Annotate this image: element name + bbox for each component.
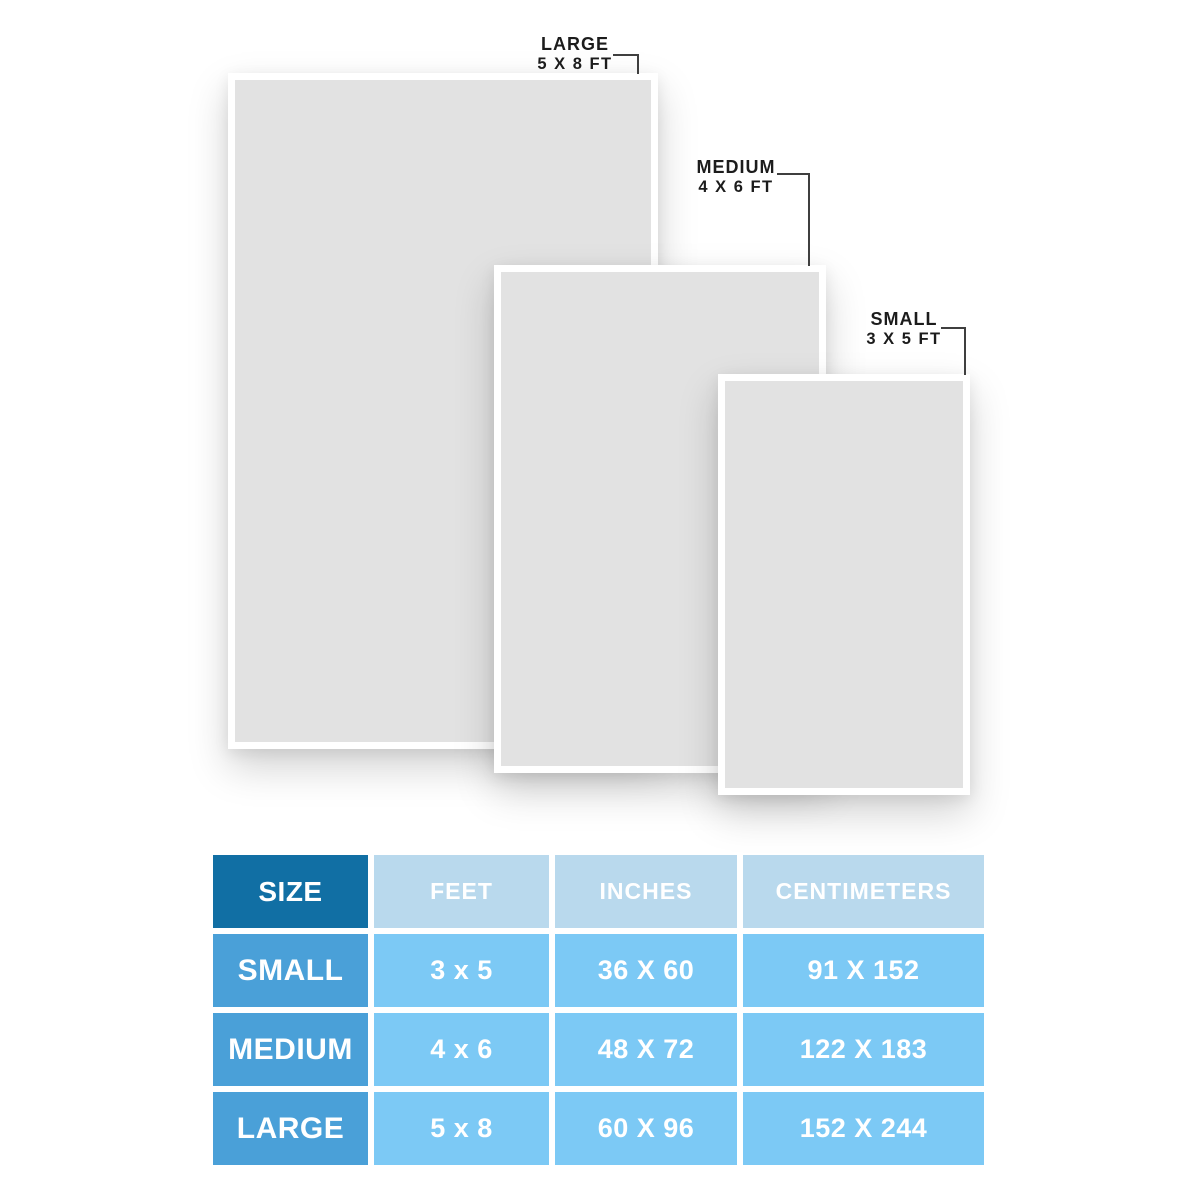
connector-line-large-vertical [637, 54, 639, 74]
label-medium: MEDIUM 4 X 6 FT [670, 158, 802, 196]
table-row-small-label: SMALL [213, 934, 368, 1007]
table-cell-medium-inches: 48 X 72 [555, 1013, 737, 1086]
table-cell-large-inches: 60 X 96 [555, 1092, 737, 1165]
rug-rectangle-small [718, 374, 970, 795]
connector-line-small-horizontal [941, 327, 966, 329]
table-header-feet: FEET [374, 855, 549, 928]
label-small-name: SMALL [870, 309, 938, 329]
table-header-size: SIZE [213, 855, 368, 928]
label-small: SMALL 3 X 5 FT [841, 310, 967, 348]
size-table: SIZE FEET INCHES CENTIMETERS SMALL 3 x 5… [213, 855, 984, 1165]
label-large-dimensions: 5 X 8 FT [537, 54, 613, 73]
label-small-dimensions: 3 X 5 FT [866, 329, 942, 348]
table-header-centimeters: CENTIMETERS [743, 855, 984, 928]
table-cell-small-centimeters: 91 X 152 [743, 934, 984, 1007]
table-row-medium-label: MEDIUM [213, 1013, 368, 1086]
connector-line-small-vertical [964, 327, 966, 375]
label-medium-name: MEDIUM [696, 157, 776, 177]
connector-line-medium-horizontal [777, 173, 810, 175]
table-row-large-label: LARGE [213, 1092, 368, 1165]
table-cell-medium-feet: 4 x 6 [374, 1013, 549, 1086]
table-cell-medium-centimeters: 122 X 183 [743, 1013, 984, 1086]
table-cell-large-feet: 5 x 8 [374, 1092, 549, 1165]
connector-line-medium-vertical [808, 173, 810, 266]
table-cell-small-feet: 3 x 5 [374, 934, 549, 1007]
table-cell-large-centimeters: 152 X 244 [743, 1092, 984, 1165]
table-cell-small-inches: 36 X 60 [555, 934, 737, 1007]
connector-line-large-horizontal [613, 54, 639, 56]
table-header-inches: INCHES [555, 855, 737, 928]
label-large-name: LARGE [541, 34, 609, 54]
label-medium-dimensions: 4 X 6 FT [698, 177, 774, 196]
label-large: LARGE 5 X 8 FT [510, 35, 640, 73]
